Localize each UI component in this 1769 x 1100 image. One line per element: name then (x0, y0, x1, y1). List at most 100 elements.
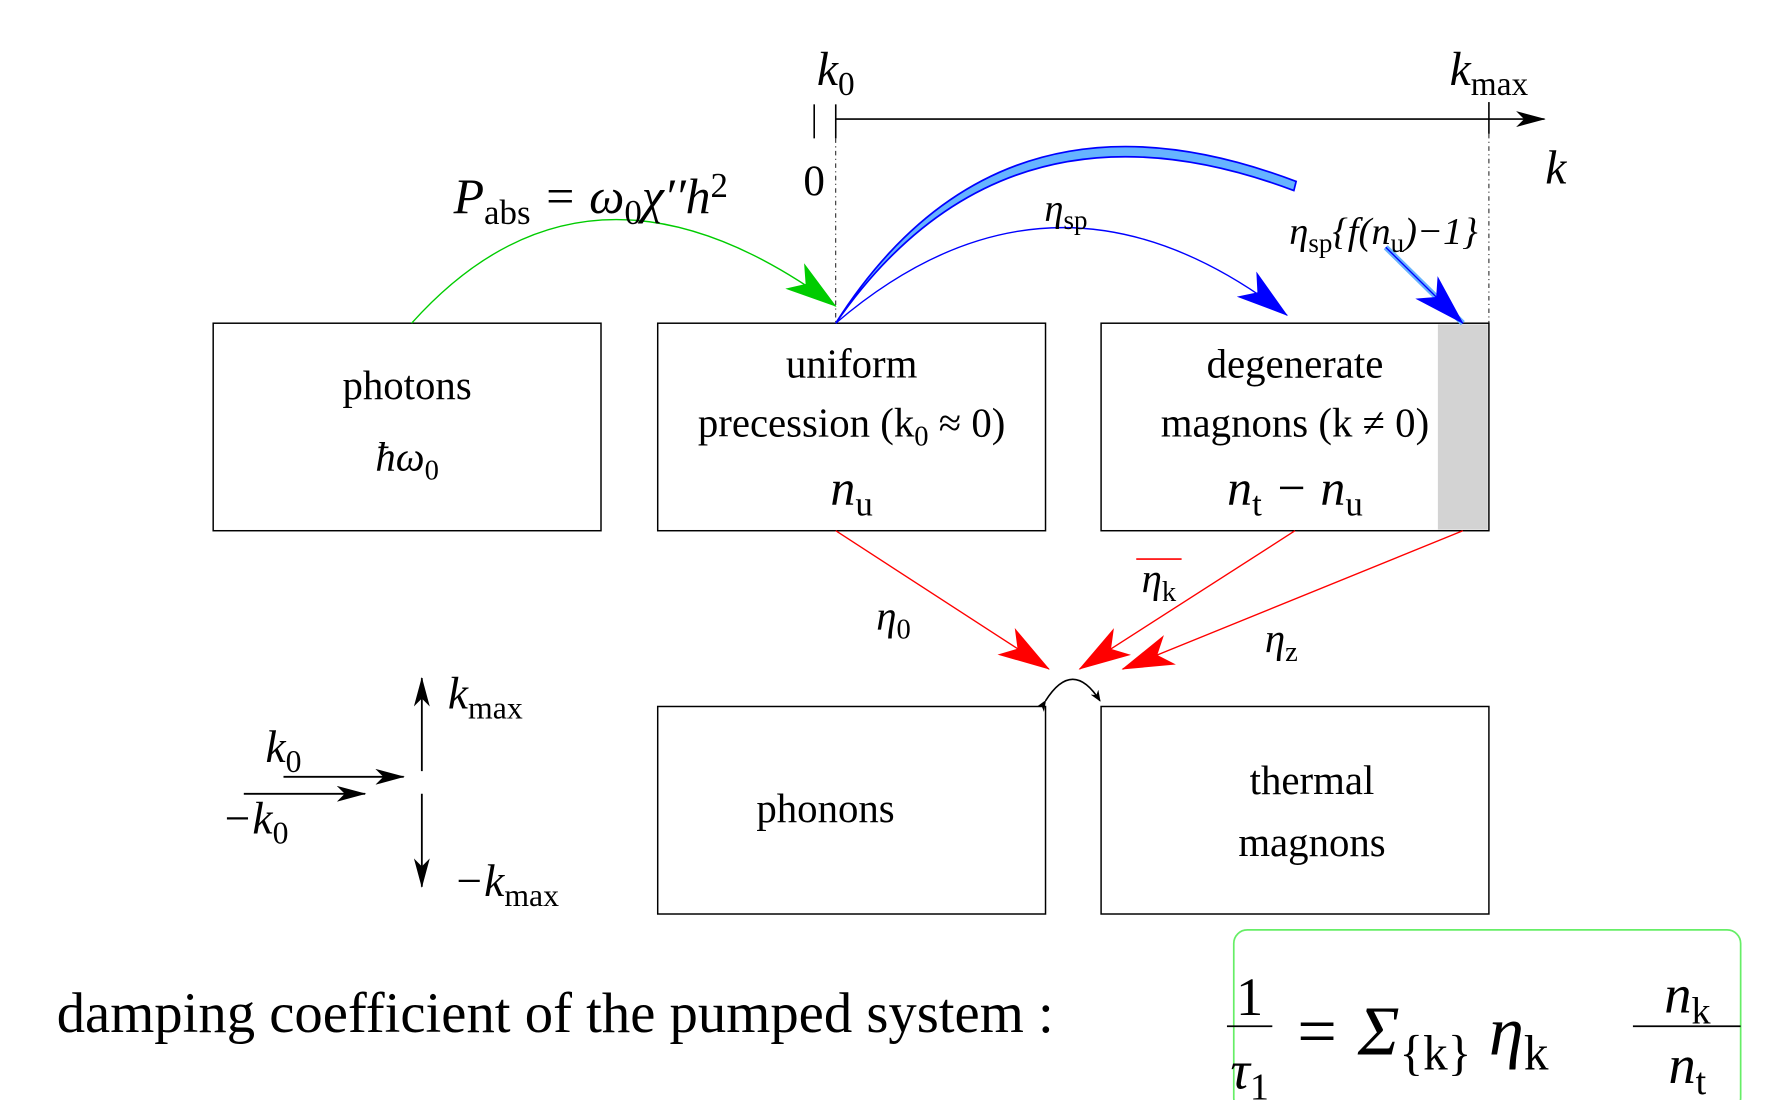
label: −k0 (222, 793, 289, 850)
subscript: u (1345, 484, 1362, 523)
label: kmax (448, 669, 523, 726)
text-part: k (1450, 44, 1472, 96)
label: magnons (k ≠ 0) (1161, 401, 1429, 446)
text-part: k (448, 669, 469, 719)
text-part: k (265, 722, 286, 772)
label: k0 (817, 44, 855, 103)
subscript: 1 (1250, 1067, 1269, 1100)
text-part: τ (1230, 1040, 1252, 1100)
box-degenerate (1100, 322, 1490, 532)
shaded-region (1437, 324, 1488, 530)
subscript: {k} (1400, 1025, 1472, 1080)
text-part: uniform (786, 342, 918, 387)
text-part: phonons (756, 786, 894, 831)
formula-caption: damping coefficient of the pumped system… (57, 982, 1054, 1045)
text-part: − n (1262, 461, 1346, 516)
text-part: ħω (375, 435, 424, 480)
label: photons (342, 363, 471, 408)
supscript: 2 (711, 166, 728, 205)
label: magnons (1238, 820, 1385, 865)
formula-frame (1232, 929, 1742, 1100)
text-part: precession (k (698, 401, 915, 446)
label: τ1 (1230, 1040, 1269, 1100)
text-part: n (1227, 461, 1252, 516)
text-part: k (817, 44, 839, 96)
label: k (1545, 143, 1567, 195)
label: ηsp (1044, 188, 1087, 235)
subscript: abs (484, 193, 531, 232)
subscript: k (1691, 991, 1711, 1033)
label: 1 (1236, 966, 1263, 1027)
box-thermal (1100, 705, 1490, 915)
label: nt − nu (1227, 461, 1363, 523)
boxes (212, 322, 1490, 915)
label: phonons (756, 786, 894, 831)
text-part: {f(n (1332, 211, 1390, 253)
subscript: 0 (624, 193, 641, 232)
text-part: n (830, 461, 855, 516)
subscript: max (468, 690, 523, 725)
label: degenerate (1207, 342, 1384, 387)
text-part: n (1664, 964, 1691, 1025)
subscript: k (1524, 1025, 1549, 1080)
label: ηsp{f(nu)−1} (1289, 211, 1478, 258)
label: ħω0 (375, 435, 439, 487)
text-part: = Σ (1293, 993, 1400, 1071)
subscript: 0 (286, 744, 302, 779)
label: uniform (786, 342, 918, 387)
text-part: −k (222, 793, 274, 843)
subscript: 0 (838, 66, 855, 103)
label: ηk (1142, 556, 1177, 608)
box-photons (212, 322, 602, 532)
label: nk (1664, 964, 1711, 1033)
text-part: η (1471, 993, 1523, 1071)
label: ηz (1265, 616, 1298, 668)
subscript: z (1285, 637, 1298, 668)
subscript: max (1471, 66, 1529, 103)
text-part: thermal (1250, 758, 1375, 803)
text-part: n (1668, 1034, 1695, 1095)
subscript: u (1391, 228, 1405, 258)
subscript: 0 (897, 614, 911, 645)
subscript: sp (1308, 228, 1332, 258)
text-part: η (1044, 188, 1063, 230)
label: = Σ{k} ηk (1293, 993, 1549, 1081)
subscript: k (1162, 577, 1177, 608)
subscript: 0 (273, 815, 289, 850)
label: nu (830, 461, 872, 523)
label: precession (k0 ≈ 0) (698, 401, 1006, 453)
subscript: 0 (425, 455, 439, 486)
text-part: k (1545, 143, 1567, 195)
subscript: 0 (914, 421, 928, 452)
text-part: ≈ 0) (929, 401, 1006, 446)
text-part: 1 (1236, 966, 1263, 1027)
label: kmax (1450, 44, 1529, 103)
text-part: χ′′h (638, 169, 711, 224)
label: nt (1668, 1034, 1706, 1100)
box-phonons (656, 705, 1047, 915)
subscript: t (1696, 1061, 1707, 1100)
subscript: max (504, 877, 559, 912)
subscript: u (855, 484, 872, 523)
text-part: magnons (k ≠ 0) (1161, 401, 1429, 446)
text-part: η (1142, 556, 1162, 601)
text-part: η (1289, 211, 1308, 253)
label: −kmax (454, 856, 560, 913)
text-part: magnons (1238, 820, 1385, 865)
label: 0 (803, 158, 825, 205)
label: k0 (265, 722, 301, 779)
text-part: P (453, 169, 484, 224)
text-part: photons (342, 363, 471, 408)
subscript: t (1252, 484, 1262, 523)
text-part: −k (454, 856, 506, 906)
label: η0 (876, 593, 911, 645)
text-part: η (1265, 616, 1285, 661)
box-uniform (656, 322, 1047, 532)
text-part: η (876, 593, 896, 638)
text-part: = ω (531, 169, 625, 224)
arrows (243, 145, 1465, 888)
text-part: )−1} (1402, 211, 1478, 253)
text-part: 0 (803, 158, 825, 205)
label: Pabs = ω0χ′′h2 (453, 166, 728, 231)
